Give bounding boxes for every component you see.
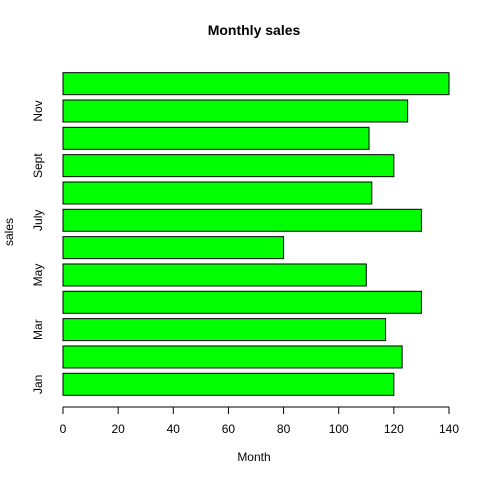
bar-nov — [62, 99, 409, 123]
bar-sept — [62, 154, 395, 178]
x-tick-label-40: 40 — [167, 422, 181, 436]
y-tick-label-nov: Nov — [31, 100, 45, 121]
bar-oct — [62, 126, 370, 150]
y-axis-label: sales — [2, 218, 16, 246]
bar-aug — [62, 181, 373, 205]
bar-mar — [62, 318, 387, 342]
bar-dec — [62, 72, 450, 96]
x-tick-label-100: 100 — [329, 422, 349, 436]
x-axis-label: Month — [237, 450, 270, 464]
bar-jan — [62, 372, 395, 396]
bars-group — [62, 72, 450, 396]
x-tick-label-60: 60 — [222, 422, 236, 436]
bar-june — [62, 236, 285, 260]
bar-july — [62, 208, 422, 232]
bar-feb — [62, 345, 403, 369]
y-tick-label-may: May — [31, 264, 45, 287]
chart-title: Monthly sales — [208, 22, 301, 38]
y-tick-label-jan: Jan — [31, 375, 45, 394]
x-tick-label-0: 0 — [60, 422, 67, 436]
y-tick-label-sept: Sept — [31, 153, 45, 178]
x-tick-label-120: 120 — [384, 422, 404, 436]
bar-may — [62, 263, 367, 287]
x-tick-label-80: 80 — [277, 422, 291, 436]
bar-apr — [62, 290, 422, 314]
x-tick-label-20: 20 — [111, 422, 125, 436]
y-tick-label-mar: Mar — [31, 319, 45, 340]
y-axis-tick-labels: Jan Mar May July Sept Nov — [31, 100, 45, 394]
x-axis: 0 20 40 60 80 100 120 140 — [60, 406, 459, 436]
y-tick-label-july: July — [31, 210, 45, 231]
x-tick-label-140: 140 — [439, 422, 459, 436]
